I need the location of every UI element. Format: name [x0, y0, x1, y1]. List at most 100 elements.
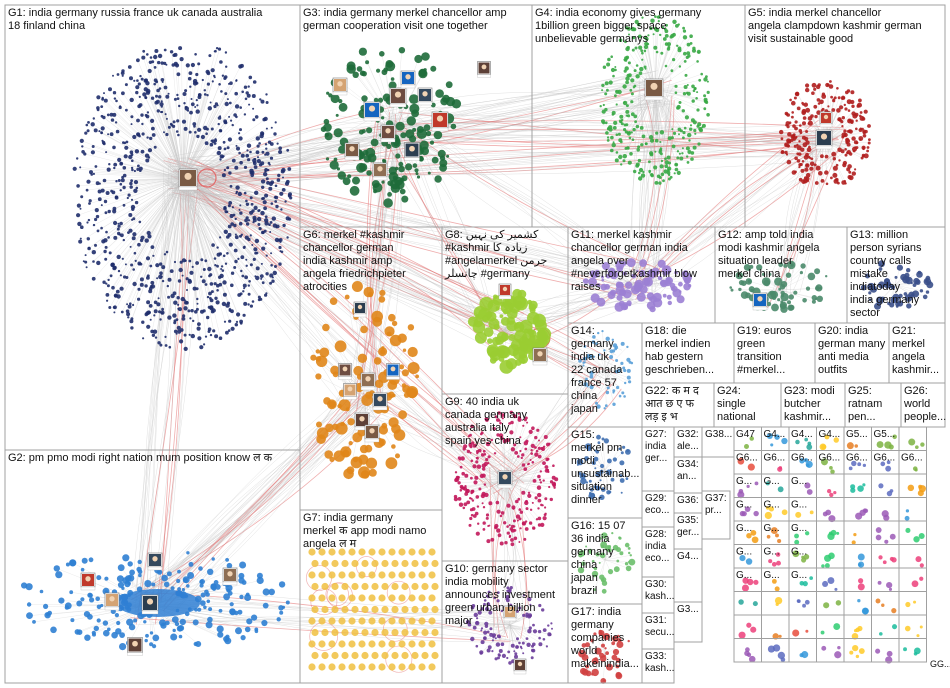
edge	[488, 295, 651, 342]
node	[254, 115, 259, 119]
edge	[167, 387, 383, 607]
edge	[131, 177, 184, 322]
edge	[593, 356, 606, 371]
node	[190, 98, 193, 100]
edge	[97, 177, 184, 184]
node	[236, 146, 240, 151]
edge	[155, 177, 184, 312]
edge	[604, 369, 630, 382]
edge	[604, 369, 621, 397]
edge	[512, 368, 606, 488]
edge	[80, 167, 184, 179]
node	[175, 130, 179, 133]
node	[129, 150, 134, 154]
node	[240, 269, 243, 273]
node	[210, 310, 215, 314]
edge	[182, 177, 271, 189]
node	[116, 73, 120, 76]
edge	[630, 148, 843, 266]
node	[104, 245, 108, 249]
edge	[497, 624, 511, 645]
edge	[182, 177, 255, 260]
edge	[146, 177, 184, 315]
node	[177, 303, 180, 306]
edge	[622, 145, 807, 278]
node	[230, 326, 235, 331]
node	[177, 329, 182, 334]
node	[185, 277, 189, 281]
edge	[601, 559, 606, 578]
edge	[152, 128, 184, 179]
node	[146, 230, 151, 236]
edge	[182, 64, 194, 179]
node	[130, 115, 134, 119]
node	[280, 250, 284, 254]
edge	[654, 89, 705, 109]
edge	[379, 397, 504, 473]
edge	[145, 89, 184, 179]
node	[165, 250, 169, 254]
edge	[894, 284, 926, 298]
node	[278, 245, 282, 250]
node	[281, 167, 286, 173]
edge	[111, 114, 184, 179]
edge	[182, 177, 212, 284]
node	[124, 145, 129, 150]
edge	[132, 189, 195, 587]
node	[108, 163, 111, 166]
node	[220, 265, 224, 268]
node	[133, 180, 139, 185]
node	[72, 166, 77, 171]
node	[178, 104, 181, 108]
node	[274, 121, 277, 124]
edge	[102, 99, 184, 179]
edge	[182, 177, 210, 308]
edge-loop	[197, 168, 217, 188]
edge	[91, 171, 184, 179]
edge	[504, 479, 527, 530]
edge	[200, 189, 627, 297]
edge	[649, 89, 656, 162]
edge	[182, 177, 276, 267]
node	[92, 260, 95, 263]
edge	[404, 135, 816, 145]
edge	[779, 289, 817, 300]
edge	[182, 87, 246, 179]
edge	[161, 177, 184, 277]
node	[230, 271, 235, 275]
node	[130, 326, 134, 330]
edge	[604, 369, 623, 393]
node	[89, 170, 93, 175]
edge	[182, 75, 215, 179]
node	[159, 318, 162, 321]
edge	[511, 372, 590, 492]
edge	[777, 157, 818, 289]
node	[271, 216, 276, 221]
node	[197, 62, 201, 66]
edge	[103, 177, 184, 283]
edge	[116, 177, 184, 198]
edge	[182, 177, 256, 254]
edge	[114, 177, 184, 308]
edge	[180, 144, 407, 163]
edge	[182, 114, 246, 179]
node	[117, 179, 121, 182]
edge	[459, 479, 506, 483]
edge	[483, 479, 506, 530]
node	[194, 131, 197, 134]
edge	[182, 177, 272, 204]
node	[91, 145, 95, 148]
edge	[140, 180, 187, 589]
edge	[485, 418, 506, 481]
node	[182, 314, 186, 318]
edge	[318, 376, 366, 401]
edge	[164, 184, 660, 281]
edge	[138, 190, 192, 616]
edge	[604, 654, 618, 667]
node	[139, 74, 142, 78]
edge	[169, 158, 354, 419]
node	[129, 76, 133, 81]
node	[247, 219, 251, 222]
edge	[106, 177, 184, 233]
node	[90, 122, 95, 127]
